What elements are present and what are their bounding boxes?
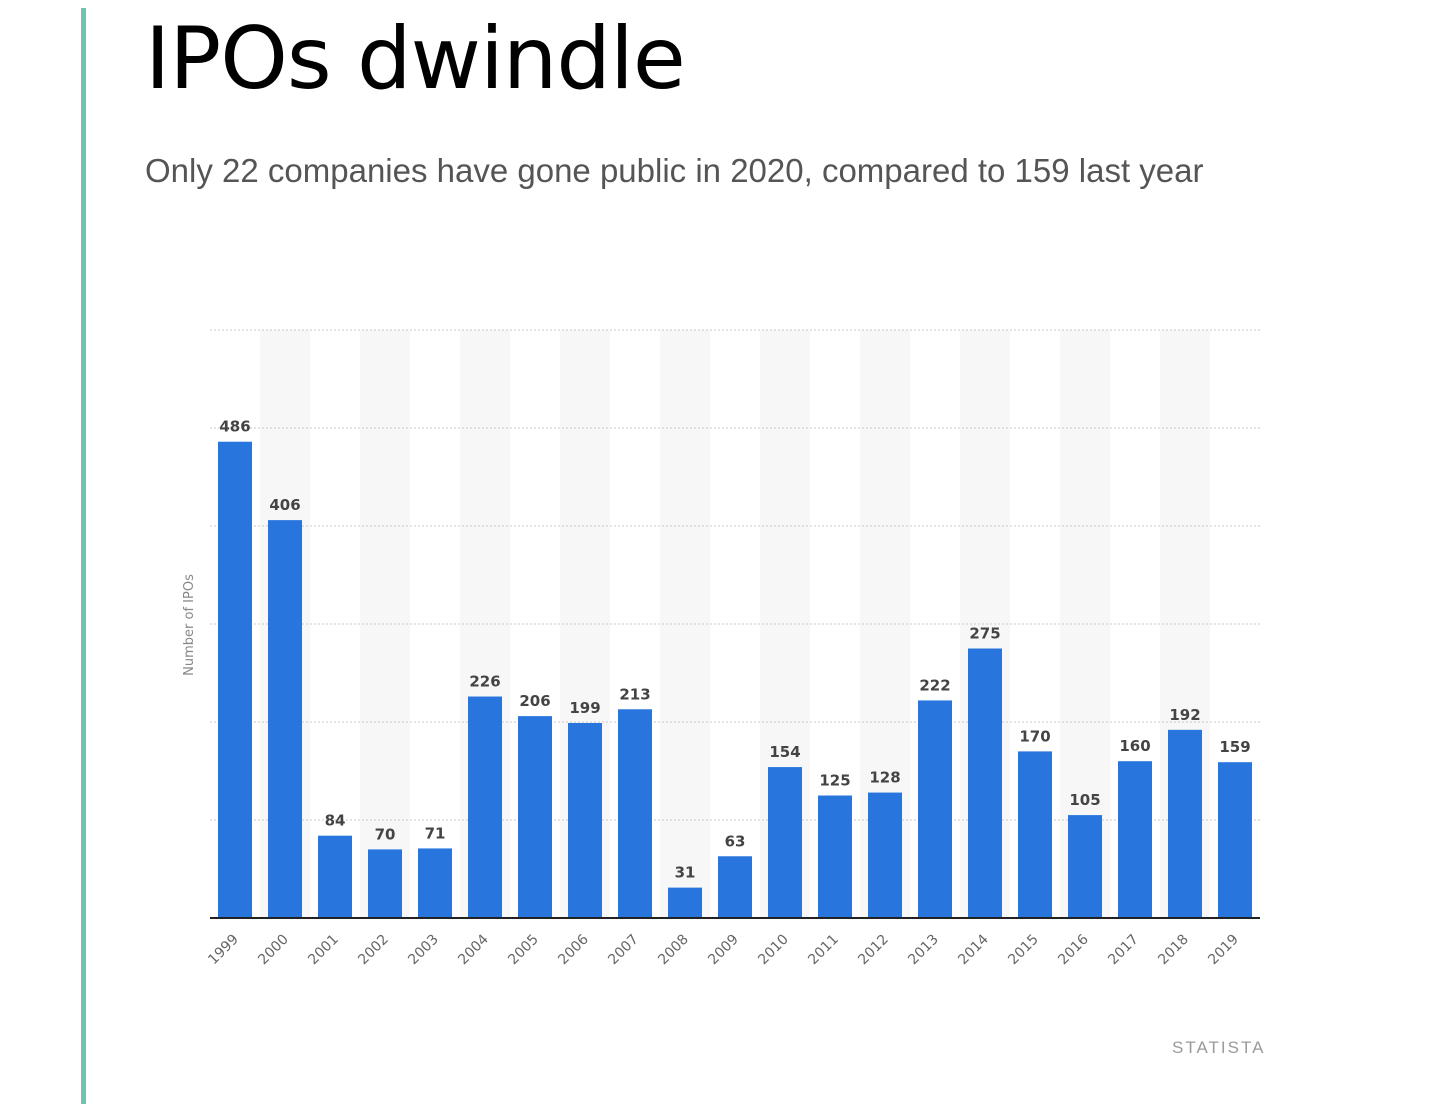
data-label-2010: 154: [769, 743, 800, 761]
x-tick-2002: 2002: [355, 932, 392, 969]
source-credit: STATISTA: [1172, 1038, 1266, 1057]
bar-2004: [468, 696, 502, 918]
x-tick-2013: 2013: [905, 932, 942, 969]
bar-2017: [1118, 761, 1152, 918]
data-label-2002: 70: [375, 825, 396, 843]
y-axis-label: Number of IPOs: [182, 574, 197, 676]
data-label-2012: 128: [869, 769, 900, 787]
x-tick-2006: 2006: [555, 931, 592, 968]
bar-2000: [268, 520, 302, 918]
band-2008: [660, 330, 710, 918]
x-tick-2005: 2005: [505, 932, 542, 969]
page-title: IPOs dwindle: [145, 9, 686, 109]
x-tick-2003: 2003: [405, 932, 442, 969]
x-tick-2012: 2012: [855, 932, 892, 969]
data-label-2007: 213: [619, 685, 650, 703]
bar-2012: [868, 792, 902, 918]
data-label-2016: 105: [1069, 791, 1100, 809]
data-label-2009: 63: [725, 832, 746, 850]
data-label-2011: 125: [819, 772, 850, 790]
bar-2014: [968, 648, 1002, 918]
x-tick-2000: 2000: [255, 932, 292, 969]
x-tick-2010: 2010: [755, 932, 792, 969]
data-label-1999: 486: [219, 418, 250, 436]
band-2002: [360, 330, 410, 918]
x-tick-2018: 2018: [1155, 932, 1192, 969]
data-label-2008: 31: [675, 864, 696, 882]
x-tick-2015: 2015: [1005, 932, 1042, 969]
bar-2018: [1168, 729, 1202, 918]
bar-2005: [518, 716, 552, 918]
x-tick-2008: 2008: [655, 932, 692, 969]
bar-2002: [368, 849, 402, 918]
data-label-2006: 199: [569, 699, 600, 717]
bar-2007: [618, 709, 652, 918]
bar-2009: [718, 856, 752, 918]
data-label-2013: 222: [919, 676, 950, 694]
data-label-2014: 275: [969, 625, 1000, 643]
data-label-2003: 71: [425, 824, 446, 842]
bar-2003: [418, 848, 452, 918]
data-label-2015: 170: [1019, 727, 1050, 745]
accent-bar: [81, 8, 86, 1104]
data-label-2004: 226: [469, 673, 500, 691]
x-tick-2009: 2009: [705, 932, 742, 969]
x-tick-2016: 2016: [1055, 931, 1092, 968]
bar-2001: [318, 835, 352, 918]
x-tick-2011: 2011: [805, 932, 842, 969]
bar-2016: [1068, 815, 1102, 918]
bar-1999: [218, 441, 252, 918]
bar-2008: [668, 887, 702, 918]
x-tick-2017: 2017: [1105, 932, 1142, 969]
bar-2006: [568, 722, 602, 918]
x-tick-2014: 2014: [955, 931, 992, 968]
x-tick-2004: 2004: [455, 931, 492, 968]
page-subtitle: Only 22 companies have gone public in 20…: [145, 152, 1204, 189]
bar-2015: [1018, 751, 1052, 918]
bar-2013: [918, 700, 952, 918]
x-tick-2007: 2007: [605, 932, 642, 969]
x-tick-2001: 2001: [305, 932, 342, 969]
bar-2011: [818, 795, 852, 918]
data-label-2000: 406: [269, 496, 300, 514]
bar-2019: [1218, 762, 1252, 918]
data-label-2001: 84: [325, 812, 346, 830]
data-label-2017: 160: [1119, 737, 1150, 755]
x-tick-1999: 1999: [205, 932, 242, 969]
x-tick-2019: 2019: [1205, 932, 1242, 969]
data-label-2005: 206: [519, 692, 550, 710]
data-label-2018: 192: [1169, 706, 1200, 724]
data-label-2019: 159: [1219, 738, 1250, 756]
bar-2010: [768, 767, 802, 918]
